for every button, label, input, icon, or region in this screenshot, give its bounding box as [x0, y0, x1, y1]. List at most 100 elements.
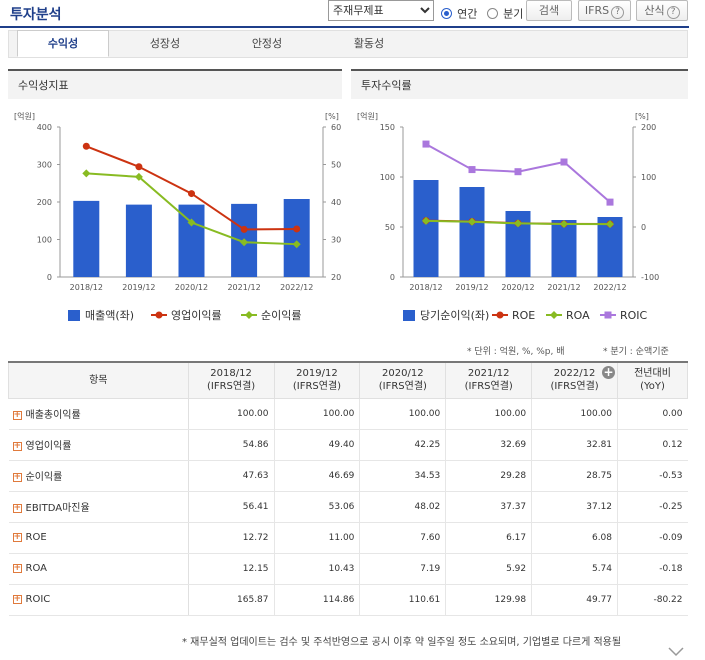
- table-cell: 10.43: [274, 553, 361, 585]
- legend-marker: [245, 311, 253, 319]
- tab-profitability[interactable]: 수익성: [17, 30, 109, 57]
- radio-checked-icon[interactable]: [441, 8, 452, 19]
- legend-label: 영업이익률: [171, 309, 222, 322]
- period-quarter-label: 분기: [503, 7, 524, 21]
- expand-columns-icon[interactable]: +: [602, 365, 616, 379]
- yoy-cell: 0.00: [617, 398, 688, 430]
- left-axis-unit: [억원]: [357, 111, 378, 121]
- col-header: 2018/12 (IFRS연결): [187, 361, 275, 399]
- x-tick-label: 2018/12: [70, 283, 103, 292]
- table-row: + 매출총이익률 100.00 100.00 100.00 100.00 100.00 0.0…: [8, 398, 688, 430]
- formula-help-button[interactable]: 산식?: [636, 0, 688, 21]
- ifrs-help-button[interactable]: IFRS?: [578, 0, 631, 21]
- series-point: [606, 198, 614, 206]
- table-cell: 29.28: [445, 460, 533, 492]
- left-panel-title: 수익성지표: [8, 69, 342, 99]
- x-tick-label: 2021/12: [227, 283, 260, 292]
- table-cell: 7.60: [359, 522, 447, 554]
- table-row: + 영업이익률 54.86 49.40 42.25 32.69 32.81 0.12: [8, 429, 688, 461]
- table-cell: 47.63: [188, 460, 275, 492]
- search-button[interactable]: 검색: [526, 0, 572, 21]
- series-point: [240, 238, 249, 247]
- table-cell: 100.00: [188, 398, 275, 430]
- col-basis: (IFRS연결): [292, 381, 342, 393]
- expand-row-icon[interactable]: +: [12, 531, 22, 542]
- x-tick-label: 2020/12: [175, 283, 208, 292]
- series-point: [560, 220, 568, 229]
- row-label[interactable]: + ROA: [8, 553, 189, 585]
- yoy-label: 전년대비: [634, 368, 671, 380]
- table-cell: 110.61: [359, 584, 447, 616]
- tab-bar: 수익성 성장성 안정성 활동성: [8, 30, 688, 58]
- expand-row-icon[interactable]: +: [12, 409, 22, 420]
- col-header: 2021/12 (IFRS연결): [445, 361, 533, 399]
- expand-row-icon[interactable]: +: [12, 593, 22, 604]
- item-header: 항목: [8, 361, 189, 399]
- period-radio-annual[interactable]: 연간: [441, 3, 477, 22]
- legend-marker: [496, 311, 504, 319]
- series-point: [422, 140, 430, 148]
- expand-row-icon[interactable]: +: [12, 562, 22, 573]
- table-row: + EBITDA마진율 56.41 53.06 48.02 37.37 37.12 -0.25: [8, 491, 688, 523]
- table-cell: 34.53: [359, 460, 447, 492]
- y-tick-left: 100: [37, 236, 52, 245]
- table-cell: 37.12: [531, 491, 619, 523]
- table-cell: 32.81: [531, 429, 619, 461]
- row-label-text: ROIC: [25, 594, 51, 605]
- row-label[interactable]: + 순이익률: [8, 460, 189, 492]
- yoy-cell: -0.25: [617, 491, 688, 523]
- statement-select[interactable]: 주재무제표: [328, 0, 434, 21]
- legend-label: ROE: [512, 309, 535, 322]
- col-period: 2021/12: [467, 368, 510, 380]
- series-point: [468, 217, 476, 226]
- chevron-down-icon[interactable]: [668, 647, 684, 657]
- profitability-table: 항목 2018/12 (IFRS연결) 2019/12 (IFRS연결) 2020/…: [8, 361, 688, 616]
- table-cell: 6.08: [531, 522, 619, 554]
- expand-row-icon[interactable]: +: [12, 502, 22, 513]
- yoy-cell: 0.12: [617, 429, 688, 461]
- y-tick-left: 400: [37, 123, 52, 132]
- tab-activity[interactable]: 활동성: [353, 37, 385, 50]
- table-cell: 49.40: [274, 429, 361, 461]
- legend-label: ROIC: [620, 309, 648, 322]
- col-basis: (IFRS연결): [206, 381, 256, 393]
- legend-bar-swatch: [68, 310, 80, 321]
- tab-growth[interactable]: 성장성: [149, 37, 181, 50]
- table-cell: 37.37: [445, 491, 533, 523]
- bar: [413, 180, 439, 277]
- formula-label: 산식: [644, 4, 665, 17]
- row-label[interactable]: + ROIC: [8, 584, 189, 616]
- table-row: + ROIC 165.87 114.86 110.61 129.98 49.77 -80.22: [8, 584, 688, 616]
- expand-row-icon[interactable]: +: [12, 440, 22, 451]
- legend-label: ROA: [566, 309, 590, 322]
- table-cell: 12.72: [188, 522, 275, 554]
- series-point: [188, 190, 195, 198]
- col-period: 2022/12: [553, 368, 596, 380]
- footer-note: * 재무실적 업데이트는 검수 및 주석반영으로 공시 이후 약 일주일 정도 …: [182, 637, 622, 648]
- right-axis-unit: [%]: [635, 112, 649, 121]
- row-label-text: 영업이익률: [25, 441, 72, 452]
- tab-stability[interactable]: 안정성: [251, 37, 283, 50]
- row-label[interactable]: + EBITDA마진율: [8, 491, 189, 523]
- table-cell: 5.74: [531, 553, 619, 585]
- series-point: [292, 240, 301, 249]
- row-label[interactable]: + ROE: [8, 522, 189, 554]
- y-tick-left: 50: [385, 223, 395, 232]
- legend-marker: [550, 311, 558, 319]
- row-label[interactable]: + 영업이익률: [8, 429, 189, 461]
- table-cell: 7.19: [359, 553, 447, 585]
- row-label[interactable]: + 매출총이익률: [8, 398, 189, 430]
- y-tick-right: 200: [641, 123, 656, 132]
- table-cell: 56.41: [188, 491, 275, 523]
- col-basis: (IFRS연결): [464, 381, 513, 393]
- table-row: + 순이익률 47.63 46.69 34.53 29.28 28.75 -0.53: [8, 460, 688, 492]
- legend-label: 당기순이익(좌): [420, 309, 489, 322]
- radio-unchecked-icon[interactable]: [487, 8, 498, 19]
- col-period: 2018/12: [210, 368, 252, 380]
- expand-row-icon[interactable]: +: [12, 471, 22, 482]
- bar: [178, 204, 205, 277]
- period-radio-quarter[interactable]: 분기: [487, 3, 523, 22]
- col-period: 2020/12: [382, 368, 424, 380]
- table-cell: 12.15: [188, 553, 275, 585]
- table-cell: 100.00: [531, 398, 619, 430]
